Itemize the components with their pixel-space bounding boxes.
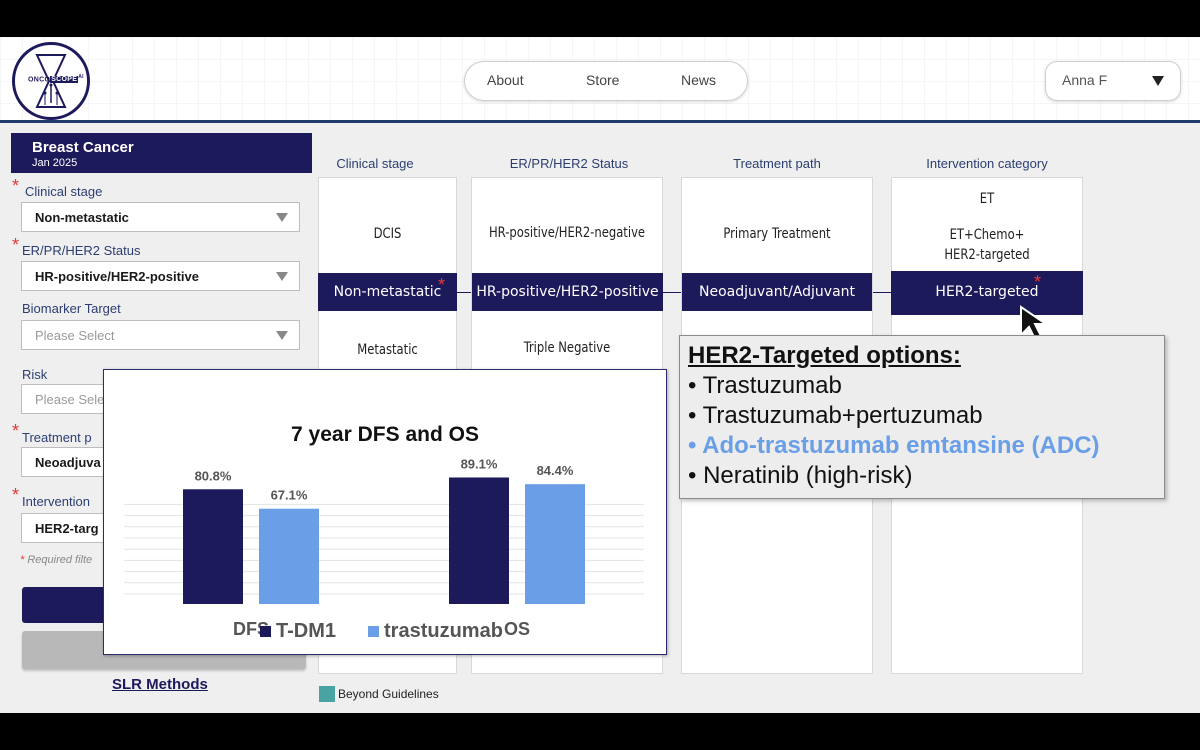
- clinical-stage-select[interactable]: Non-metastatic: [21, 202, 300, 232]
- biomarker-select[interactable]: Please Select: [21, 320, 300, 350]
- required-asterisk: *: [12, 485, 20, 505]
- treatment-label: Treatment p: [22, 430, 92, 445]
- popover-title: HER2-Targeted options:: [688, 342, 961, 369]
- popover-item-highlighted: • Ado-trastuzumab emtansine (ADC): [688, 432, 1100, 459]
- option-metastatic[interactable]: Metastatic: [357, 342, 418, 358]
- option-hr-pos-her2-neg[interactable]: HR-positive/HER2-negative: [488, 225, 646, 241]
- dfs-os-chart-card: 7 year DFS and OS 80.8% 67.1% DFS 89.1% 84.4%…: [103, 369, 667, 655]
- user-name: Anna F: [1062, 72, 1108, 88]
- col-header-intervention: Intervention category: [926, 156, 1048, 171]
- required-asterisk: *: [12, 421, 20, 441]
- col-header-clinical-stage: Clinical stage: [336, 156, 414, 171]
- chevron-down-icon: [276, 272, 288, 281]
- popover-item: • Neratinib (high-risk): [688, 462, 913, 489]
- col-header-treatment-path: Treatment path: [733, 156, 821, 171]
- beyond-guidelines-label: Beyond Guidelines: [338, 687, 439, 701]
- hourglass-icon: [35, 54, 67, 108]
- option-et-chemo-her2[interactable]: ET+Chemo+ HER2-targeted: [944, 227, 1030, 263]
- slr-methods-link[interactable]: SLR Methods: [112, 676, 208, 693]
- data-label: 80.8%: [195, 468, 232, 483]
- chevron-down-icon: [1152, 76, 1164, 86]
- nav-news[interactable]: News: [681, 72, 717, 88]
- biomarker-placeholder: Please Select: [35, 328, 115, 343]
- option-triple-negative[interactable]: Triple Negative: [523, 340, 611, 356]
- data-label: 89.1%: [461, 456, 498, 471]
- risk-placeholder: Please Sele: [35, 392, 105, 407]
- nav-about[interactable]: About: [487, 72, 524, 88]
- status-label: ER/PR/HER2 Status: [22, 243, 141, 258]
- legend-swatch: [368, 626, 379, 637]
- chevron-down-icon: [276, 213, 288, 222]
- intervention-label: Intervention: [22, 494, 90, 509]
- popover-item: • Trastuzumab: [688, 372, 842, 399]
- user-menu[interactable]: Anna F: [1045, 61, 1181, 101]
- col-header-status: ER/PR/HER2 Status: [509, 156, 629, 171]
- clinical-stage-label: Clinical stage: [25, 184, 103, 199]
- data-label: 84.4%: [537, 463, 574, 478]
- legend-swatch: [260, 626, 271, 637]
- app-window: ONCOSCOPEAI About Store News Anna F Brea…: [0, 37, 1200, 713]
- selected-asterisk: *: [1034, 272, 1042, 292]
- bar-trastuzumab-dfs: [259, 508, 319, 604]
- popover-item: • Trastuzumab+pertuzumab: [688, 402, 983, 429]
- option-neoadjuvant-selected[interactable]: Neoadjuvant/Adjuvant: [682, 273, 872, 311]
- required-asterisk: *: [12, 235, 20, 255]
- data-label: 67.1%: [271, 488, 308, 503]
- biomarker-label: Biomarker Target: [22, 301, 121, 316]
- risk-label: Risk: [22, 367, 48, 382]
- path-connector: [873, 292, 891, 293]
- intervention-value: HER2-targ: [35, 521, 99, 536]
- chevron-down-icon: [276, 331, 288, 340]
- required-note: * Required filte: [20, 554, 93, 566]
- legend-label: trastuzumab: [384, 620, 503, 642]
- category-label: OS: [504, 619, 530, 639]
- beyond-guidelines-swatch: [319, 686, 335, 702]
- oncoscope-logo[interactable]: ONCOSCOPEAI: [12, 42, 90, 120]
- legend-label: T-DM1: [276, 620, 336, 642]
- header-divider: [0, 120, 1200, 123]
- disease-title: Breast Cancer: [32, 139, 134, 156]
- treatment-value: Neoadjuva: [35, 455, 101, 470]
- bar-t-dm1-os: [449, 477, 509, 604]
- bar-t-dm1-dfs: [183, 489, 243, 604]
- nav-store[interactable]: Store: [586, 72, 620, 88]
- logo-wordmark: ONCOSCOPEAI: [28, 74, 84, 84]
- option-dcis[interactable]: DCIS: [373, 226, 402, 242]
- option-et[interactable]: ET: [979, 191, 995, 207]
- disease-header: Breast Cancer Jan 2025: [11, 133, 312, 173]
- required-asterisk: *: [12, 176, 20, 196]
- disease-date: Jan 2025: [32, 157, 78, 169]
- her2-options-popover: HER2-Targeted options: • Trastuzumab • T…: [679, 335, 1165, 499]
- status-value: HR-positive/HER2-positive: [35, 269, 199, 284]
- top-nav: About Store News: [464, 61, 748, 101]
- bar-trastuzumab-os: [525, 484, 585, 604]
- path-connector: [457, 292, 471, 293]
- option-hr-pos-her2-pos-selected[interactable]: HR-positive/HER2-positive: [472, 273, 663, 311]
- option-non-metastatic-selected[interactable]: Non-metastatic: [318, 273, 457, 311]
- selected-asterisk: *: [438, 275, 446, 295]
- clinical-stage-value: Non-metastatic: [35, 210, 129, 225]
- chart-title: 7 year DFS and OS: [291, 423, 479, 446]
- option-her2-targeted-selected[interactable]: HER2-targeted: [891, 271, 1083, 315]
- path-connector: [663, 292, 681, 293]
- status-select[interactable]: HR-positive/HER2-positive: [21, 261, 300, 291]
- option-primary-treatment[interactable]: Primary Treatment: [723, 226, 831, 242]
